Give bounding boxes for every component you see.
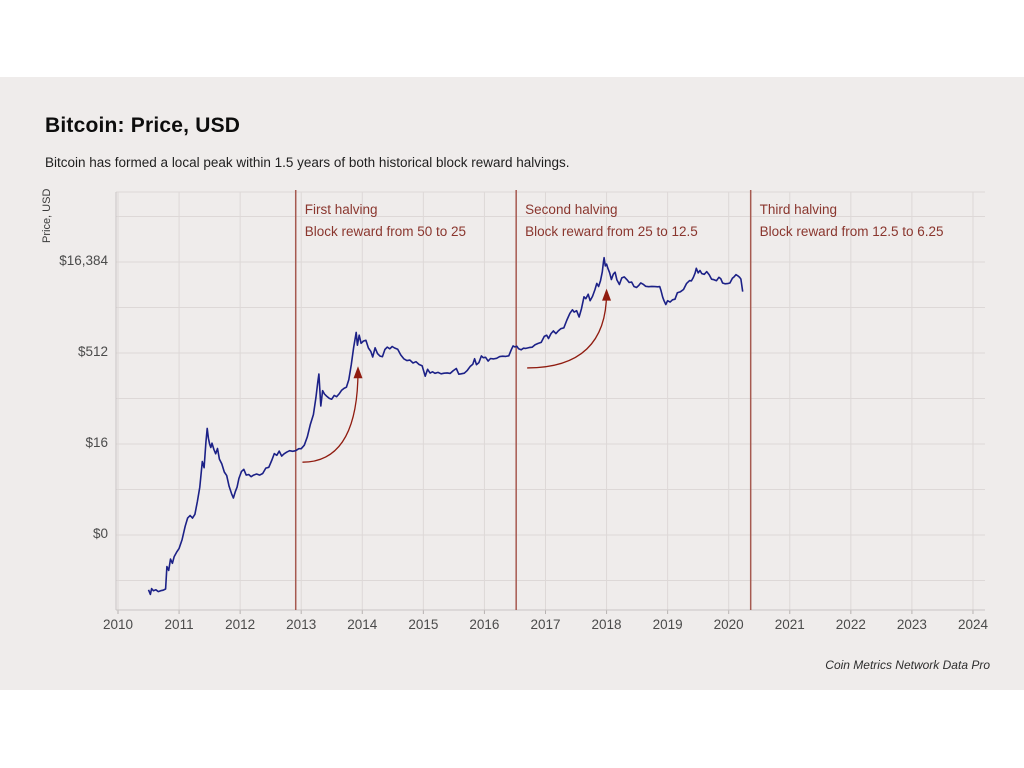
y-axis-title: Price, USD [41,188,53,243]
peak-annotation-arrow [527,288,612,369]
y-tick-label: $0 [92,526,108,541]
x-tick-label: 2019 [652,617,683,632]
x-tick-label: 2013 [286,617,317,632]
halving-detail: Block reward from 25 to 12.5 [525,224,698,239]
x-tick-label: 2023 [896,617,927,632]
y-tick-label: $16,384 [59,253,108,268]
halving-annotation: Third halving Block reward from 12.5 to 6… [760,199,944,243]
source-credit: Coin Metrics Network Data Pro [825,658,990,672]
x-tick-label: 2017 [530,617,561,632]
halving-title: First halving [304,202,378,217]
x-tick-label: 2011 [164,617,194,632]
x-tick-label: 2015 [408,617,439,632]
y-tick-label: $512 [77,344,108,359]
page-title: Bitcoin: Price, USD [45,114,241,137]
x-tick-label: 2018 [591,617,622,632]
chart-subtitle: Bitcoin has formed a local peak within 1… [45,155,570,170]
halving-annotation: Second halving Block reward from 25 to 12… [525,199,698,243]
price-line [147,256,744,596]
y-tick-label: $16 [85,435,108,450]
x-tick-label: 2012 [225,617,256,632]
x-tick-label: 2014 [347,617,378,632]
x-tick-label: 2010 [102,617,134,632]
chart-panel [0,77,1024,690]
x-tick-label: 2022 [835,617,866,632]
x-tick-label: 2020 [713,617,744,632]
x-tick-label: 2024 [957,617,988,632]
halving-detail: Block reward from 50 to 25 [304,224,467,239]
halving-annotation: First halving Block reward from 50 to 25 [305,199,466,243]
peak-annotation-arrow [302,366,363,463]
x-tick-label: 2021 [774,617,805,632]
halving-detail: Block reward from 12.5 to 6.25 [759,224,944,239]
halving-title: Second halving [525,202,618,217]
x-tick-label: 2016 [469,617,500,632]
halving-title: Third halving [759,202,837,217]
